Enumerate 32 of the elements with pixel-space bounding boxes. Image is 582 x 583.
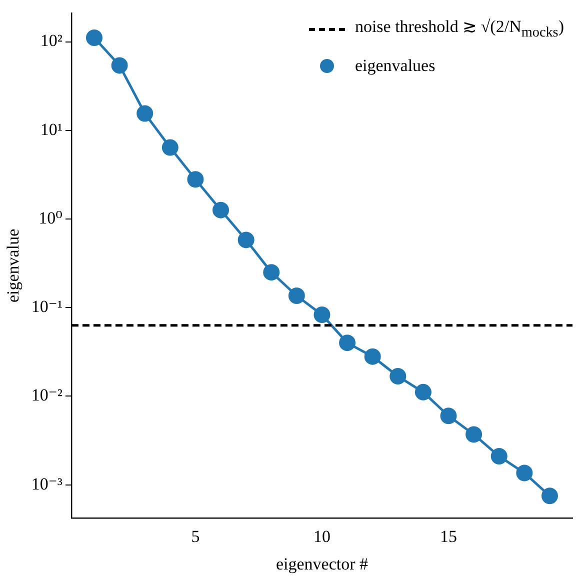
point xyxy=(440,408,457,424)
point xyxy=(516,464,533,482)
point xyxy=(364,348,381,365)
point xyxy=(162,139,178,156)
point xyxy=(490,448,508,465)
y-tick-label: 10⁻³ xyxy=(31,474,62,494)
point xyxy=(136,105,154,122)
point xyxy=(314,306,330,324)
x-tick-label: 10 xyxy=(313,526,330,546)
point xyxy=(238,232,254,248)
point xyxy=(339,334,356,352)
x-tick-label: 5 xyxy=(191,526,200,546)
point xyxy=(212,202,230,218)
legend-label: eigenvalues xyxy=(354,55,436,78)
point xyxy=(466,426,482,443)
point xyxy=(187,171,204,188)
point xyxy=(263,264,280,281)
point xyxy=(541,488,558,504)
point xyxy=(86,29,102,46)
point xyxy=(288,288,305,304)
legend-label: noise threshold ≳ √(2/N$_{mocks}$) xyxy=(354,16,564,42)
y-tick-label: 10⁰ xyxy=(38,208,63,228)
y-axis-title: eigenvalue xyxy=(4,228,23,303)
y-tick-label: 10⁻¹ xyxy=(31,297,62,316)
point xyxy=(414,384,432,400)
x-tick-label: 15 xyxy=(440,526,458,546)
x-axis-title: eigenvector # xyxy=(276,554,368,574)
point xyxy=(390,368,406,384)
y-tick-label: 10¹ xyxy=(40,120,62,139)
y-tick-label: 10² xyxy=(40,31,62,50)
y-tick-label: 10⁻² xyxy=(31,386,62,405)
point xyxy=(111,57,128,74)
